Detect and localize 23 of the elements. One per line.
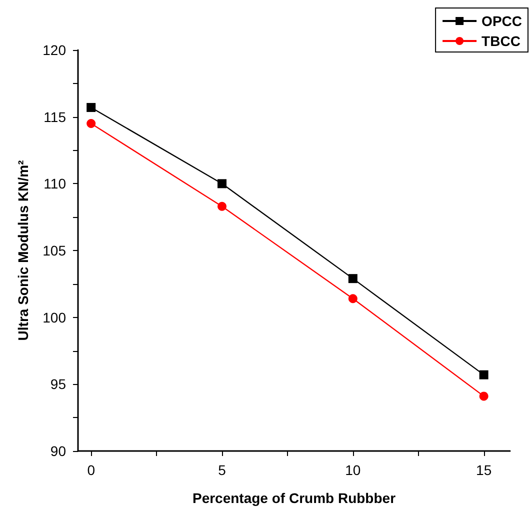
y-axis-title: Ultra Sonic Modulus KN/m²	[15, 160, 31, 341]
x-tick-label: 15	[476, 462, 492, 478]
point	[218, 179, 226, 188]
y-tick-label: 120	[42, 42, 66, 58]
y-tick-label: 115	[44, 108, 66, 125]
x-tick-label: 5	[218, 462, 226, 478]
x-tick-label: 0	[87, 462, 96, 478]
y-tick-label: 110	[44, 176, 66, 192]
x-tick-label: 10	[345, 462, 361, 478]
point	[479, 370, 488, 380]
y-tick-label: 95	[50, 376, 66, 392]
x-axis-title: Percentage of Crumb Rubbber	[192, 490, 396, 506]
y-tick-label: 105	[42, 242, 66, 258]
legend-label: TBCC	[482, 33, 520, 49]
point	[348, 294, 358, 304]
point	[348, 274, 358, 284]
point	[479, 392, 488, 401]
y-tick-label: 100	[42, 309, 66, 326]
point	[218, 202, 226, 211]
point	[86, 119, 96, 128]
y-tick-label: 90	[50, 443, 66, 459]
legend-label: OPCC	[482, 13, 522, 29]
point	[86, 102, 96, 112]
